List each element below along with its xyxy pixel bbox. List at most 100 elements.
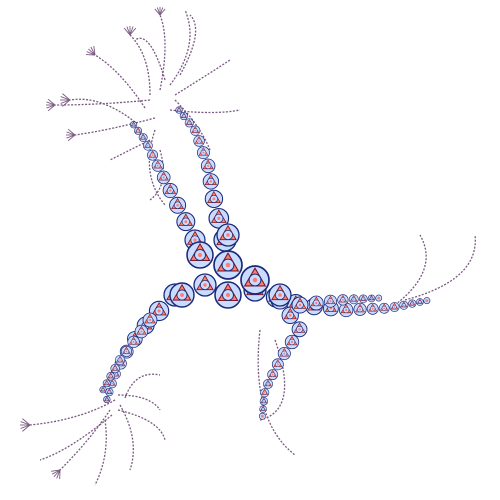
bead (324, 294, 337, 308)
bead (114, 354, 126, 366)
bead (105, 387, 114, 397)
curl-tendril (179, 14, 197, 76)
bead (213, 250, 243, 280)
curl-tendril (124, 373, 161, 399)
bead-dot (260, 414, 264, 418)
bead-core-dot (176, 203, 179, 207)
curl-tendril (119, 404, 134, 471)
bead-core-dot (298, 328, 301, 331)
bead-core-dot (290, 340, 294, 344)
bead (103, 395, 111, 404)
curl-tendril (74, 117, 156, 136)
bead-core-dot (276, 363, 279, 366)
curl-tendril (29, 399, 116, 426)
bead-core-dot (298, 303, 302, 307)
bead-core-dot (133, 124, 135, 126)
bead-core-dot (111, 382, 113, 385)
curl-tendril (94, 54, 146, 109)
bead-core-dot (193, 238, 197, 242)
bead (156, 170, 171, 185)
fringe-line (154, 8, 161, 16)
curl-tendril (404, 234, 476, 301)
bead (268, 283, 292, 307)
fringe-line (86, 51, 96, 56)
bead-core-dot (162, 176, 165, 179)
bead-core-dot (184, 220, 188, 224)
bead-core-dot (142, 136, 144, 139)
curl-tendril (134, 37, 166, 81)
bead (120, 345, 133, 357)
bead-core-dot (125, 350, 128, 353)
bead (291, 296, 309, 314)
curl-tendril (394, 234, 427, 306)
bead-core-dot (140, 330, 143, 333)
bead (99, 386, 107, 394)
curl-tendril (149, 149, 164, 201)
bead-core-dot (157, 309, 161, 313)
bead (127, 335, 140, 349)
fringe-line (66, 131, 76, 136)
curl-tendril (169, 9, 191, 86)
bead-core-dot (362, 298, 364, 300)
bead (353, 302, 367, 316)
bead-core-dot (411, 302, 413, 305)
bead-core-dot (359, 308, 362, 311)
bead (106, 372, 115, 381)
fringe-line (51, 469, 61, 472)
bead (338, 302, 354, 318)
bead (216, 223, 240, 247)
bead-chains-layer (99, 106, 431, 420)
fringe-line (129, 26, 134, 36)
bead (193, 273, 217, 297)
fringe-line (22, 418, 31, 426)
bead (162, 182, 178, 199)
bead-core-dot (207, 164, 210, 167)
bead-core-dot (263, 400, 265, 402)
bead (258, 412, 266, 420)
bead (169, 282, 195, 308)
fringe-line (88, 48, 96, 56)
bead-core-dot (137, 130, 139, 132)
bead-core-dot (148, 318, 152, 322)
bead (337, 294, 349, 306)
fringe-line (60, 99, 71, 104)
bead-core-dot (262, 408, 264, 410)
bead (151, 159, 164, 172)
bead-core-dot (132, 340, 135, 343)
fringe-line (22, 424, 31, 432)
bead (190, 125, 201, 136)
bead (147, 149, 159, 161)
bead (110, 363, 120, 374)
bead (263, 379, 273, 389)
bead (240, 265, 270, 295)
fringe-line (93, 46, 96, 56)
bead-core-dot (342, 299, 344, 301)
bead-core-dot (110, 375, 112, 377)
bead-core-dot (329, 307, 333, 310)
bead (196, 146, 210, 160)
bead-core-dot (419, 301, 421, 303)
bead-core-dot (209, 180, 213, 183)
bead (375, 294, 383, 302)
bead-core-dot (353, 298, 355, 301)
bead-core-dot (151, 154, 154, 156)
curl-tendril (148, 129, 166, 206)
bead-core-dot (178, 109, 180, 111)
curl-tendril (257, 329, 296, 456)
bead-core-dot (114, 373, 117, 375)
bead-core-dot (278, 293, 282, 297)
bead-core-dot (225, 262, 231, 268)
fringe-line (159, 7, 164, 16)
bead (179, 111, 188, 121)
fringe-line (62, 99, 71, 107)
bead (367, 294, 376, 303)
bead (193, 135, 205, 147)
fringe-line (66, 134, 76, 139)
curl-tendril (59, 409, 111, 471)
bead-core-dot (264, 392, 266, 394)
fringe-line (51, 469, 61, 475)
bead (186, 241, 214, 269)
bead (176, 212, 196, 232)
bead-core-dot (188, 122, 190, 124)
